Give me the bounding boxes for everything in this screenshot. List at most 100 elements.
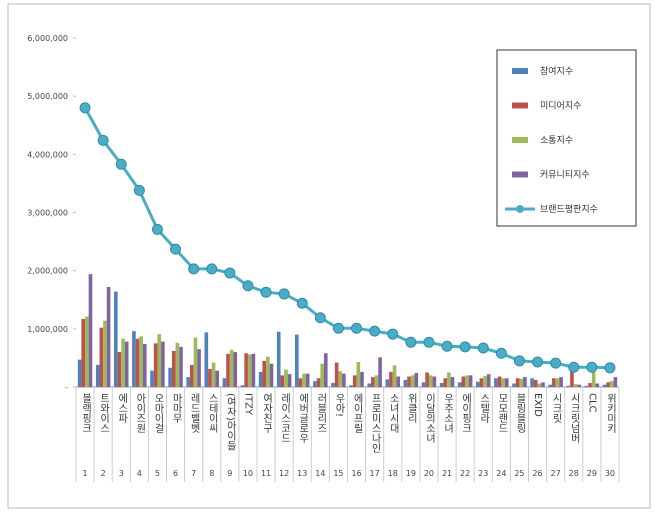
bar xyxy=(175,342,180,387)
line-marker xyxy=(532,356,544,368)
bar xyxy=(139,336,143,387)
bar xyxy=(504,378,509,387)
bar xyxy=(81,318,86,387)
bar xyxy=(457,382,462,387)
bar xyxy=(447,372,451,387)
rank-label: 27 xyxy=(551,469,561,478)
bar xyxy=(323,353,328,387)
bar xyxy=(298,378,303,387)
bar xyxy=(266,356,270,387)
x-tick-label: 레이스코드 xyxy=(279,393,291,443)
bar xyxy=(461,376,466,387)
bar xyxy=(229,349,234,387)
bar xyxy=(352,375,357,387)
bar xyxy=(465,375,469,387)
line-marker xyxy=(513,355,525,367)
x-tick-label: 우아! xyxy=(333,393,345,417)
x-tick-label: 러블리즈 xyxy=(315,393,327,433)
line-marker xyxy=(423,336,435,348)
x-tick-label: 레드벨벳 xyxy=(188,393,200,434)
rank-label: 8 xyxy=(209,469,214,478)
x-tick-label: 에버글로우 xyxy=(297,393,309,444)
bar xyxy=(602,384,607,387)
bar xyxy=(385,379,390,387)
bar xyxy=(171,350,176,387)
bar xyxy=(570,365,574,387)
bar xyxy=(559,377,563,387)
y-tick-label: 6,000,000 xyxy=(27,34,68,43)
x-tick-label: 오마이걸 xyxy=(152,393,164,433)
line-marker xyxy=(387,328,399,340)
bar xyxy=(320,363,324,387)
line-marker xyxy=(586,361,598,373)
bar xyxy=(179,346,183,387)
bar xyxy=(494,378,498,387)
bar xyxy=(389,371,393,387)
bar xyxy=(85,316,89,387)
y-tick-label: 4,000,000 xyxy=(27,150,68,159)
x-tick-label: 블링블링 xyxy=(514,393,526,433)
bar xyxy=(591,372,596,387)
rank-label: 22 xyxy=(460,469,470,478)
x-tick-label: 마마무 xyxy=(170,393,182,424)
bar xyxy=(606,382,610,387)
bar xyxy=(613,377,618,387)
legend-swatch xyxy=(516,205,524,213)
rank-label: 12 xyxy=(279,469,289,478)
rank-label: 6 xyxy=(173,469,178,478)
line-marker xyxy=(296,297,308,309)
line-marker xyxy=(206,263,218,275)
line-marker xyxy=(133,184,145,196)
rank-label: 1 xyxy=(83,469,88,478)
bar xyxy=(349,385,353,387)
bar xyxy=(450,377,455,387)
rank-label: 20 xyxy=(424,469,434,478)
bar xyxy=(222,378,227,387)
bar xyxy=(407,376,411,387)
bar xyxy=(258,371,263,387)
bar xyxy=(523,377,527,387)
bar xyxy=(313,381,317,387)
rank-label: 24 xyxy=(496,469,506,478)
bar xyxy=(190,364,194,387)
bar xyxy=(168,367,172,387)
line-marker xyxy=(115,158,127,170)
x-tick-label: 스테이씨 xyxy=(206,393,218,433)
bar xyxy=(284,369,288,387)
bar xyxy=(77,359,82,387)
bar xyxy=(153,343,158,387)
bar xyxy=(392,365,397,387)
bar xyxy=(425,372,429,387)
bar xyxy=(161,341,165,387)
y-tick-label: 3,000,000 xyxy=(27,209,68,218)
bar xyxy=(244,353,248,387)
bar xyxy=(356,361,361,387)
bar xyxy=(269,363,274,387)
rank-label: 25 xyxy=(514,469,524,478)
line-marker xyxy=(369,325,381,337)
legend-label: 미디어지수 xyxy=(540,101,581,112)
rank-label: 16 xyxy=(351,469,361,478)
rank-label: 3 xyxy=(119,469,124,478)
x-tick-label: 에이핑크 xyxy=(460,393,472,433)
bar xyxy=(595,383,600,387)
bar xyxy=(378,357,382,387)
legend-swatch xyxy=(512,137,528,143)
bar xyxy=(552,378,556,387)
x-tick-label: 에스파 xyxy=(116,393,128,424)
y-tick-label: 5,000,000 xyxy=(27,92,68,101)
rank-label: 10 xyxy=(243,469,253,478)
legend-swatch xyxy=(512,171,528,178)
bar xyxy=(251,353,256,387)
y-tick-label: 2,000,000 xyxy=(27,267,68,276)
bar xyxy=(609,381,614,387)
legend-label: 커뮤니티지수 xyxy=(540,170,590,181)
bar xyxy=(414,373,419,387)
x-tick-label: 프로미스나인 xyxy=(369,393,381,453)
bar xyxy=(486,374,491,387)
rank-label: 7 xyxy=(191,469,196,478)
y-tick-label: 1,000,000 xyxy=(27,325,68,334)
bar xyxy=(537,383,542,387)
bar xyxy=(334,362,339,387)
bar xyxy=(240,385,245,387)
